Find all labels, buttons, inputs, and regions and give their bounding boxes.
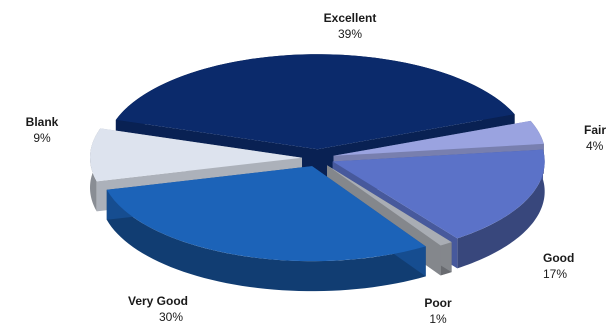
percent-very-good: 30%	[159, 310, 183, 324]
slice-top	[333, 120, 544, 156]
percent-fair: 4%	[586, 139, 604, 153]
slice-top	[326, 165, 452, 246]
percent-blank: 9%	[33, 131, 51, 145]
pie-slices	[90, 54, 545, 292]
percent-excellent: 39%	[338, 27, 362, 41]
pie-labels: Excellent 39% Fair 4% Good 17% Poor 1% V…	[26, 11, 607, 326]
slice-wall	[457, 149, 545, 269]
label-good: Good	[543, 251, 574, 265]
label-poor: Poor	[424, 296, 452, 310]
slice-very-good	[106, 166, 426, 292]
slice-top	[106, 166, 426, 262]
percent-good: 17%	[543, 267, 567, 281]
slice-top	[332, 149, 545, 239]
percent-poor: 1%	[429, 312, 447, 326]
label-fair: Fair	[584, 123, 606, 137]
slice-wall	[106, 189, 426, 292]
label-very-good: Very Good	[128, 294, 188, 308]
label-excellent: Excellent	[324, 11, 377, 25]
slice-top	[90, 128, 303, 182]
label-blank: Blank	[26, 115, 59, 129]
slice-top	[115, 54, 515, 150]
